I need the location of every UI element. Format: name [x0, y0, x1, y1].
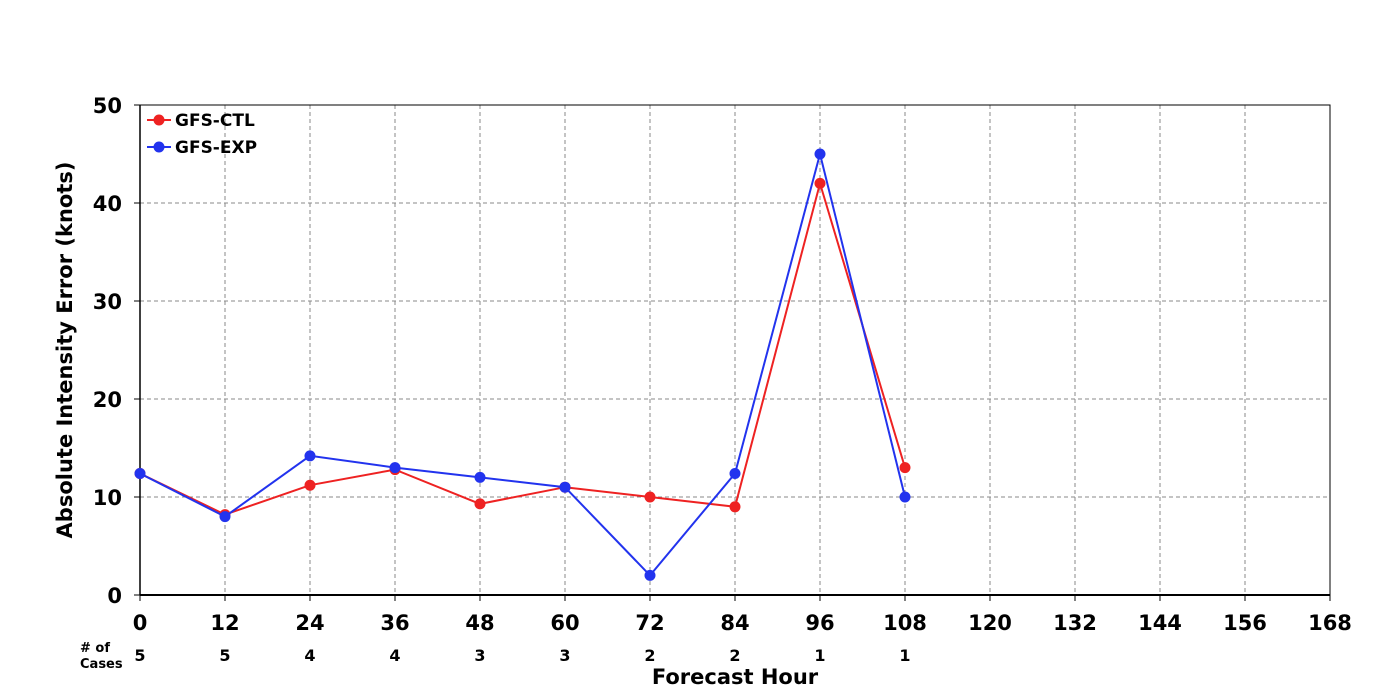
legend: GFS-CTL GFS-EXP — [147, 111, 257, 158]
x-tick-label: 48 — [465, 611, 494, 635]
case-count: 5 — [134, 646, 145, 665]
x-axis-title: Forecast Hour — [652, 665, 819, 689]
case-count: 1 — [814, 646, 825, 665]
y-axis-title: Absolute Intensity Error (knots) — [53, 162, 77, 539]
legend-marker-gfs-exp — [153, 141, 165, 153]
y-tick-label: 10 — [93, 486, 122, 510]
y-tick-label: 40 — [93, 192, 122, 216]
case-count: 3 — [559, 646, 570, 665]
x-tick-label: 96 — [805, 611, 834, 635]
data-point-gfs-exp — [814, 148, 826, 160]
x-tick-label: 132 — [1053, 611, 1097, 635]
data-point-gfs-exp — [134, 467, 146, 479]
data-series — [134, 148, 911, 581]
case-count: 2 — [729, 646, 740, 665]
data-point-gfs-exp — [304, 450, 316, 462]
x-tick-label: 144 — [1138, 611, 1182, 635]
cases-label-line2: Cases — [80, 657, 123, 672]
data-point-gfs-ctl — [814, 177, 826, 189]
y-tick-label: 20 — [93, 388, 122, 412]
x-tick-label: 120 — [968, 611, 1012, 635]
data-point-gfs-exp — [559, 481, 571, 493]
x-tick-label: 36 — [380, 611, 409, 635]
x-tick-label: 156 — [1223, 611, 1267, 635]
y-tick-label: 50 — [93, 94, 122, 118]
data-point-gfs-exp — [644, 569, 656, 581]
gridlines — [140, 105, 1330, 595]
x-tick-label: 108 — [883, 611, 927, 635]
data-point-gfs-ctl — [474, 498, 486, 510]
legend-label-gfs-ctl: GFS-CTL — [175, 111, 255, 131]
case-count: 2 — [644, 646, 655, 665]
x-tick-label: 60 — [550, 611, 579, 635]
y-tick-label: 30 — [93, 290, 122, 314]
axis-ticks: 0 12 24 36 48 60 72 84 96 108 120 132 144 156 168 0 10 20… — [93, 94, 1352, 635]
case-count: 3 — [474, 646, 485, 665]
y-tick-label: 0 — [107, 584, 122, 608]
x-tick-label: 0 — [133, 611, 148, 635]
x-tick-label: 72 — [635, 611, 664, 635]
cases-label-line1: # of — [80, 641, 110, 656]
data-point-gfs-exp — [474, 471, 486, 483]
series-line-gfs-exp — [139, 153, 906, 577]
case-count: 5 — [219, 646, 230, 665]
data-point-gfs-ctl — [899, 462, 911, 474]
case-count: 4 — [389, 646, 400, 665]
data-point-gfs-exp — [219, 511, 231, 523]
x-tick-label: 84 — [720, 611, 749, 635]
case-count: 1 — [899, 646, 910, 665]
case-count: 4 — [304, 646, 315, 665]
data-point-gfs-exp — [729, 467, 741, 479]
data-point-gfs-ctl — [304, 479, 316, 491]
series-line-gfs-ctl — [139, 179, 906, 516]
x-tick-label: 24 — [295, 611, 324, 635]
data-point-gfs-ctl — [644, 491, 656, 503]
data-point-gfs-exp — [899, 491, 911, 503]
x-tick-label: 168 — [1308, 611, 1352, 635]
legend-label-gfs-exp: GFS-EXP — [175, 138, 257, 158]
data-point-gfs-ctl — [729, 501, 741, 513]
legend-marker-gfs-ctl — [153, 114, 165, 126]
cases-row: # of Cases 5 5 4 4 3 3 2 2 1 1 — [80, 641, 911, 672]
x-tick-label: 12 — [210, 611, 239, 635]
data-point-gfs-exp — [389, 462, 401, 474]
